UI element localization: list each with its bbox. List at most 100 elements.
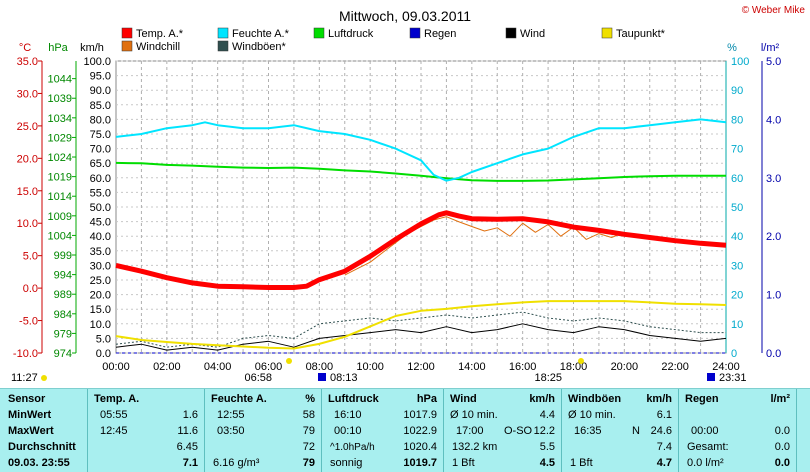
- temp-tick-label: -10.0: [13, 348, 38, 360]
- humidity-tick-label: 0: [731, 348, 737, 360]
- pressure-tick-label: 994: [54, 270, 72, 282]
- press-header: Luftdruck: [328, 393, 379, 405]
- gust-max: 24.6: [650, 425, 672, 437]
- sensor-column: Sensor MinWert MaxWert Durchschnitt 09.0…: [0, 389, 88, 472]
- chart-axes: Mittwoch, 09.03.2011 © Weber Mike °C hPa km/…: [13, 5, 806, 373]
- pressure-tick-label: 974: [54, 348, 72, 360]
- stats-table: Sensor MinWert MaxWert Durchschnitt 09.0…: [0, 388, 810, 472]
- rain-max: 0.0: [774, 425, 790, 437]
- gust-avg: 7.4: [656, 441, 672, 453]
- legend-label: Windchill: [136, 41, 180, 53]
- humidity-tick-label: 40: [731, 231, 743, 243]
- press-min-time: 16:10: [334, 409, 362, 421]
- humidity-tick-label: 100: [731, 56, 749, 68]
- hum-header: Feuchte A.: [211, 393, 267, 405]
- pressure-column: Luftdruck hPa 16:10 1017.9 00:10 1022.9 …: [322, 389, 444, 472]
- series-wind: [115, 323, 727, 351]
- hum-avg: 72: [302, 441, 315, 453]
- temp-tick-label: 0.0: [23, 283, 38, 295]
- chart-series: [115, 118, 727, 354]
- wind-max-time: 17:00: [456, 425, 484, 437]
- legend-label: Taupunkt*: [616, 28, 666, 40]
- pressure-tick-label: 1034: [48, 113, 72, 125]
- wind-tick-label: 5.0: [96, 333, 111, 345]
- wind-max-dir: O-SO: [504, 425, 533, 437]
- wind-header: Wind: [450, 393, 477, 405]
- row-label-avg: Durchschnitt: [8, 441, 76, 453]
- pressure-tick-label: 1024: [48, 152, 72, 164]
- gust-header: Windböen: [568, 393, 622, 405]
- press-avg: 1020.4: [403, 441, 437, 453]
- x-tick-label: 10:00: [356, 361, 384, 373]
- rain-unit: l/m²: [770, 393, 790, 405]
- wind-run: 132.2 km: [452, 441, 498, 453]
- wind-max: 12.2: [533, 425, 555, 437]
- x-tick-label: 04:00: [204, 361, 232, 373]
- chart-title: Mittwoch, 09.03.2011: [339, 8, 471, 24]
- temp-tick-label: -5.0: [19, 316, 38, 328]
- wind-tick-label: 20.0: [90, 290, 111, 302]
- humidity-tick-label: 70: [731, 144, 743, 156]
- temp-column: Temp. A. 05:55 1.6 12:45 11.6 6.45 7.1: [88, 389, 205, 472]
- rain-current: 0.0: [774, 457, 790, 469]
- press-min: 1017.9: [403, 409, 437, 421]
- rain-day: 0.0 l/m²: [687, 457, 724, 469]
- humidity-tick-label: 30: [731, 260, 743, 272]
- row-label-current: 09.03. 23:55: [8, 457, 70, 469]
- event-marker2: 23:31: [719, 372, 747, 384]
- x-tick-label: 06:00: [255, 361, 283, 373]
- temp-min-time: 05:55: [100, 409, 128, 421]
- x-tick-label: 18:00: [560, 361, 588, 373]
- wind-tick-label: 90.0: [90, 85, 111, 97]
- temp-unit-label: °C: [19, 42, 31, 54]
- wind-tick-label: 80.0: [90, 114, 111, 126]
- wind-tick-label: 0.0: [96, 348, 111, 360]
- rain-tick-label: 3.0: [766, 173, 781, 185]
- gust-current: 4.7: [656, 457, 672, 469]
- x-tick-label: 02:00: [153, 361, 181, 373]
- temp-max: 11.6: [177, 425, 198, 437]
- wind-tick-label: 70.0: [90, 144, 111, 156]
- humidity-tick-label: 20: [731, 290, 743, 302]
- event-left-time: 11:27: [11, 372, 38, 384]
- hum-unit: %: [305, 393, 315, 405]
- hum-min-time: 12:55: [217, 409, 245, 421]
- gust-avg10: 6.1: [656, 409, 672, 421]
- pressure-tick-label: 1019: [48, 172, 72, 184]
- rain-tick-label: 0.0: [766, 348, 781, 360]
- pressure-tick-label: 999: [54, 250, 72, 262]
- pressure-tick-label: 1044: [48, 74, 72, 86]
- legend-swatch: [601, 27, 613, 39]
- press-max: 1022.9: [403, 425, 437, 437]
- rain-header: Regen: [685, 393, 719, 405]
- legend-swatch: [121, 27, 133, 39]
- wind-tick-label: 60.0: [90, 173, 111, 185]
- wind-tick-label: 50.0: [90, 202, 111, 214]
- legend-label: Feuchte A.*: [232, 28, 290, 40]
- temp-tick-label: 35.0: [17, 56, 38, 68]
- temp-tick-label: 15.0: [17, 186, 38, 198]
- hum-max-time: 03:50: [217, 425, 245, 437]
- wind-bft: 1 Bft: [452, 457, 475, 469]
- pressure-tick-label: 1029: [48, 132, 72, 144]
- temp-tick-label: 5.0: [23, 251, 38, 263]
- pressure-tick-label: 1014: [48, 191, 72, 203]
- row-label-max: MaxWert: [8, 425, 54, 437]
- x-tick-label: 24:00: [712, 361, 740, 373]
- wind-tick-label: 40.0: [90, 231, 111, 243]
- chart-events: 11:27 06:58 08:13 18:25 23:31: [11, 358, 747, 384]
- sensor-header: Sensor: [8, 393, 46, 405]
- wind-avg10: 4.4: [539, 409, 555, 421]
- series-temp-a: [115, 210, 727, 290]
- rain-tick-label: 5.0: [766, 56, 781, 68]
- humidity-tick-label: 10: [731, 319, 743, 331]
- pressure-tick-label: 984: [54, 309, 72, 321]
- press-state: sonnig: [330, 457, 363, 469]
- event-sunset: 18:25: [534, 372, 562, 384]
- wind-avg10-label: Ø 10 min.: [450, 409, 498, 421]
- gust-bft: 1 Bft: [570, 457, 593, 469]
- hum-current: 79: [302, 457, 315, 469]
- hum-max: 79: [302, 425, 315, 437]
- event-marker1: 08:13: [330, 372, 358, 384]
- legend-swatch: [313, 27, 325, 39]
